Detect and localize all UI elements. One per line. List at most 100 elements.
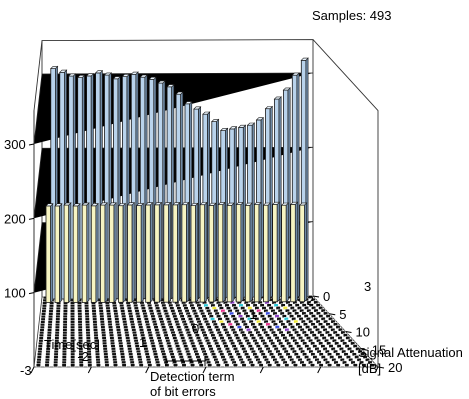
bar-mid — [272, 203, 278, 303]
bar-tall-top — [59, 69, 68, 73]
floor-bar — [323, 311, 329, 316]
floor-bar — [267, 363, 273, 368]
bar-tall-top — [291, 72, 300, 76]
bar-mid-top — [153, 202, 163, 206]
floor-bar — [164, 363, 170, 368]
bar-mid-side — [304, 202, 307, 303]
floor-bar — [318, 306, 324, 310]
floor-bar — [357, 349, 363, 354]
floor-bar — [340, 330, 346, 335]
floor-bar — [250, 363, 256, 368]
bar-mid-top — [190, 203, 199, 206]
bar-tall-top — [157, 80, 166, 84]
bar-mid — [63, 204, 70, 303]
y-tick — [312, 295, 320, 298]
bar-mid-top — [217, 202, 226, 205]
bar-mid — [45, 205, 51, 303]
x-tick — [317, 366, 322, 374]
bar-mid-side — [285, 202, 289, 303]
bar-mid-top — [117, 203, 127, 206]
floor-bar — [258, 363, 264, 368]
floor-bar — [352, 344, 358, 348]
bar-mid — [299, 204, 305, 303]
bar-mid — [190, 205, 196, 303]
bar-mid — [263, 204, 269, 303]
floor-bar — [181, 363, 187, 368]
bar-mid-top — [244, 202, 253, 206]
y-tick — [361, 348, 368, 351]
bar-tall-top — [184, 101, 193, 105]
floor-bar — [350, 341, 356, 346]
floor-bar — [284, 363, 290, 368]
bar-tall-top — [228, 126, 238, 130]
floor-bar — [327, 363, 333, 368]
bar-tall-top — [103, 72, 113, 76]
floor-bar — [361, 363, 367, 368]
bar-mid-top — [181, 202, 190, 205]
bar-mid-side — [77, 202, 81, 304]
y-tick-label: 0 — [323, 289, 330, 304]
bar-mid — [172, 204, 178, 303]
bar-tall-top — [85, 73, 95, 77]
x-tick-label: 1 — [249, 307, 256, 322]
bar-mid-side — [258, 201, 262, 303]
bars-group — [45, 57, 309, 304]
floor-bar — [337, 327, 343, 332]
bar-mid — [217, 204, 224, 303]
bar-mid-side — [150, 201, 153, 303]
bar-mid-side — [159, 201, 162, 303]
floor-bar — [87, 363, 93, 368]
x-tick — [87, 366, 92, 374]
bar-mid-side — [104, 202, 108, 304]
floor-bar — [121, 363, 127, 368]
y-tick-label: 20 — [388, 360, 402, 375]
bar-mid — [253, 204, 260, 303]
bar-tall-top — [273, 96, 282, 100]
floor-bar — [44, 363, 50, 368]
bar-mid — [290, 203, 296, 303]
bar-mid — [199, 204, 206, 303]
floor-bar — [53, 363, 59, 368]
y-tick — [329, 313, 336, 316]
y-tick-label: 15 — [372, 342, 386, 357]
bar-mid-side — [131, 201, 135, 304]
bar-mid — [163, 204, 169, 303]
bar-tall-top — [202, 111, 211, 115]
bar-mid-side — [249, 202, 253, 303]
bar-mid-side — [95, 202, 99, 304]
bar-mid-top — [144, 202, 154, 206]
bar-mid-top — [226, 202, 235, 206]
bar-tall-top — [67, 73, 77, 77]
x-tick — [259, 366, 264, 374]
bar-mid-side — [59, 202, 63, 304]
floor-bar — [335, 363, 341, 368]
bar-mid — [145, 204, 151, 303]
bar-mid-side — [177, 201, 180, 303]
bar-tall-top — [112, 76, 121, 80]
floor-bar — [113, 363, 118, 368]
bar-mid-top — [163, 202, 172, 206]
bar-mid — [90, 205, 97, 303]
bar-mid-top — [253, 202, 262, 205]
bar-mid-top — [72, 203, 81, 207]
bar-mid-top — [299, 202, 308, 206]
bar-mid — [54, 205, 60, 303]
x-tick-label: -2 — [77, 349, 89, 364]
bar-mid-side — [231, 202, 235, 303]
bar-tall-top — [148, 76, 157, 80]
floor-bar — [104, 363, 110, 368]
floor-bar — [275, 363, 281, 368]
floor-bar — [224, 363, 230, 368]
bar-mid — [226, 204, 233, 303]
floor-bar — [61, 363, 67, 368]
bar-mid-side — [267, 202, 271, 303]
bar-mid-top — [262, 202, 272, 206]
bar-mid — [281, 204, 287, 303]
z-tick — [28, 143, 35, 146]
floor-bar — [292, 363, 298, 368]
floor-bar — [207, 363, 213, 368]
bar-mid-side — [213, 202, 217, 303]
bar-mid-top — [108, 202, 117, 206]
